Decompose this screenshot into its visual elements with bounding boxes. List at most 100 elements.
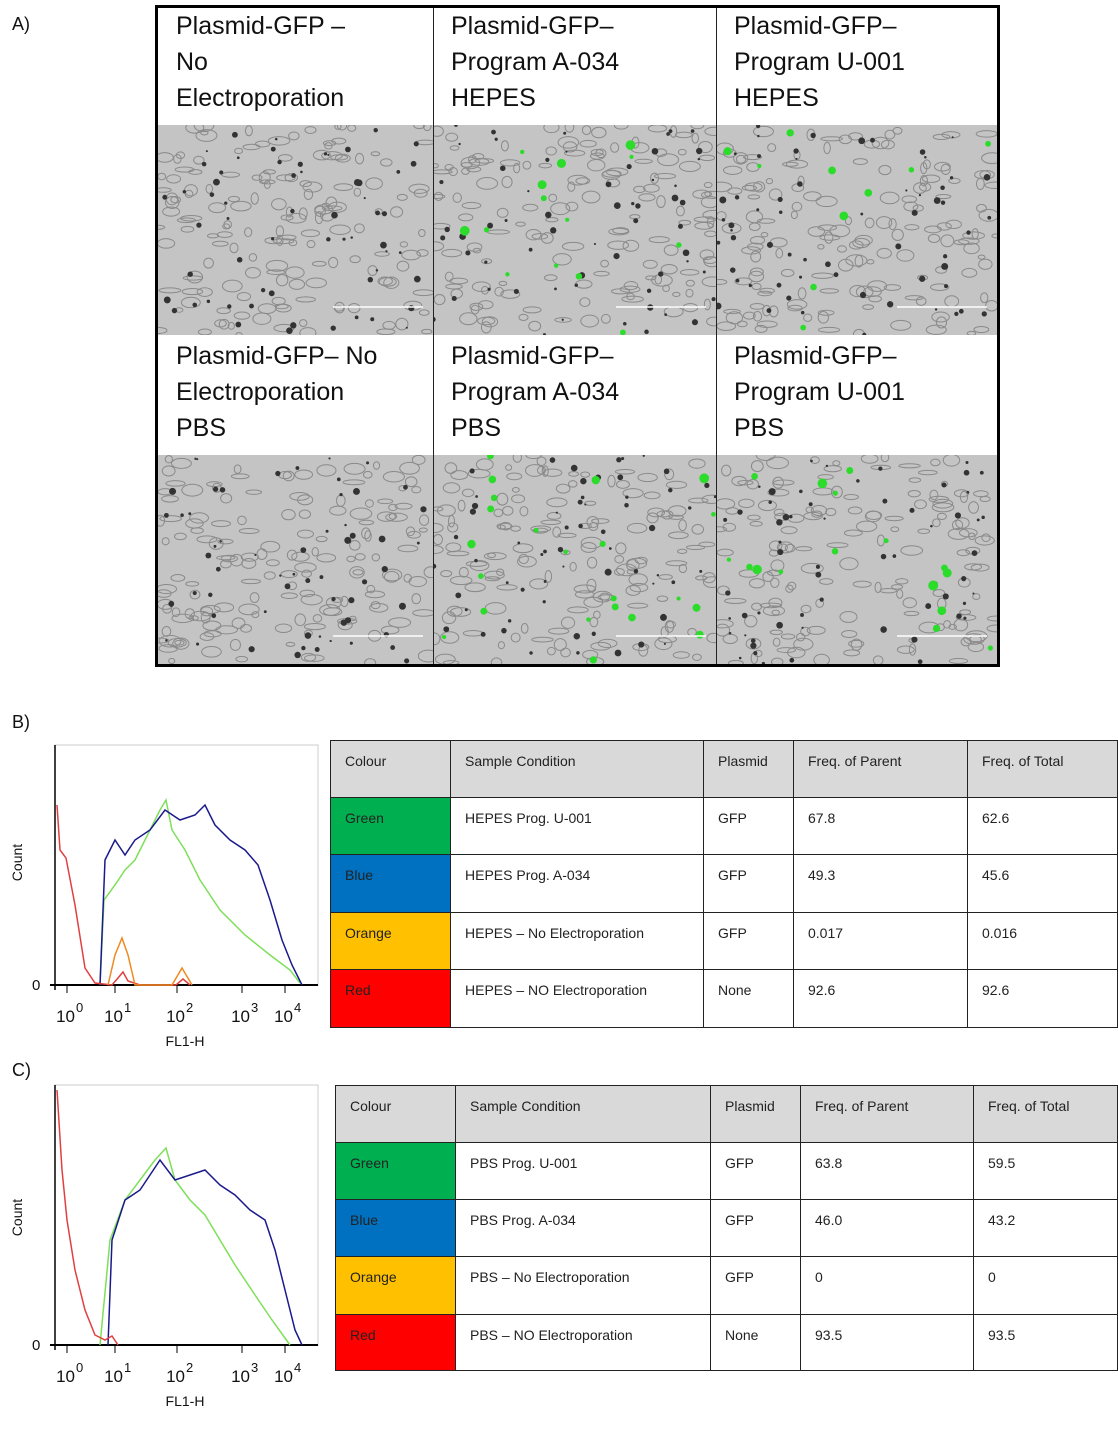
debris xyxy=(664,313,668,316)
cell xyxy=(625,585,641,596)
debris xyxy=(330,325,336,331)
cell xyxy=(538,162,553,169)
cell xyxy=(433,545,444,554)
x-tick-exp: 0 xyxy=(76,1360,83,1375)
debris xyxy=(408,305,415,312)
colour-swatch-cell: Orange xyxy=(330,912,451,970)
cell xyxy=(174,639,185,646)
debris xyxy=(930,524,933,528)
cell xyxy=(891,228,904,241)
cell xyxy=(959,490,969,504)
debris xyxy=(180,513,184,517)
cell xyxy=(820,136,844,142)
cell xyxy=(329,505,347,516)
debris xyxy=(454,125,458,127)
cell xyxy=(519,506,529,517)
debris xyxy=(626,164,632,170)
cell xyxy=(158,644,178,653)
cell xyxy=(716,619,734,629)
cell xyxy=(785,159,809,169)
cell xyxy=(536,456,547,467)
cell xyxy=(704,191,713,197)
cell xyxy=(688,497,709,504)
cell xyxy=(540,519,562,525)
cell xyxy=(529,578,549,590)
cell xyxy=(433,125,444,137)
cell xyxy=(525,455,542,460)
gfp-cell xyxy=(846,467,854,474)
cell xyxy=(361,527,371,540)
debris xyxy=(976,518,980,522)
debris xyxy=(919,275,926,282)
cell xyxy=(961,267,978,278)
cell xyxy=(968,532,976,541)
debris xyxy=(527,190,530,193)
debris xyxy=(580,495,585,500)
cell xyxy=(919,182,932,192)
debris xyxy=(895,243,902,250)
cell xyxy=(469,302,484,311)
debris xyxy=(192,590,197,596)
debris xyxy=(474,558,478,563)
cell xyxy=(852,237,871,249)
debris xyxy=(870,137,875,143)
cell xyxy=(218,318,230,330)
cell xyxy=(349,255,361,264)
y-zero-label: 0 xyxy=(32,1337,40,1354)
cell xyxy=(980,292,989,304)
micrograph-background xyxy=(716,125,997,335)
cell xyxy=(665,480,688,489)
table-cell: HEPES – No Electroporation xyxy=(450,912,704,970)
cell xyxy=(158,238,176,249)
cell xyxy=(553,638,567,652)
cell xyxy=(442,660,460,664)
cell xyxy=(545,146,557,156)
cell xyxy=(496,584,518,591)
cell xyxy=(487,552,496,559)
cell xyxy=(389,206,404,218)
cell xyxy=(418,309,430,316)
cell xyxy=(647,507,666,518)
debris xyxy=(787,252,792,257)
table-cell: 45.6 xyxy=(967,854,1118,913)
cell xyxy=(496,568,505,576)
gfp-cell xyxy=(941,564,948,572)
debris xyxy=(584,503,587,506)
cell xyxy=(642,259,658,269)
cell xyxy=(766,456,789,470)
cell xyxy=(316,553,337,563)
cell xyxy=(817,224,838,231)
cell xyxy=(469,559,490,572)
cell xyxy=(948,623,957,630)
debris xyxy=(633,569,639,574)
debris xyxy=(292,572,296,576)
image-caption: Plasmid-GFP– Program U-001 PBS xyxy=(716,338,997,455)
colour-swatch-cell: Blue xyxy=(330,854,451,913)
cell xyxy=(294,613,307,627)
table-header-cell: Colour xyxy=(330,740,451,798)
cell xyxy=(522,306,542,314)
cell xyxy=(207,233,220,239)
gfp-cell xyxy=(480,607,488,615)
cell xyxy=(516,555,537,568)
debris xyxy=(699,569,703,573)
debris xyxy=(730,235,737,241)
debris xyxy=(635,203,641,209)
debris xyxy=(799,489,803,494)
cell xyxy=(811,510,823,518)
debris xyxy=(800,310,805,315)
cell xyxy=(622,488,644,499)
cell xyxy=(284,173,299,183)
table-cell: 92.6 xyxy=(793,969,968,1028)
caption-line: HEPES xyxy=(734,84,819,112)
cell xyxy=(752,125,774,138)
cell xyxy=(277,154,293,162)
cell xyxy=(238,603,260,616)
cell xyxy=(839,610,858,623)
debris xyxy=(911,636,918,643)
debris xyxy=(305,578,311,584)
table-cell: 0.017 xyxy=(793,912,968,970)
cell xyxy=(560,616,576,629)
cell xyxy=(809,456,820,464)
cell xyxy=(399,461,420,475)
